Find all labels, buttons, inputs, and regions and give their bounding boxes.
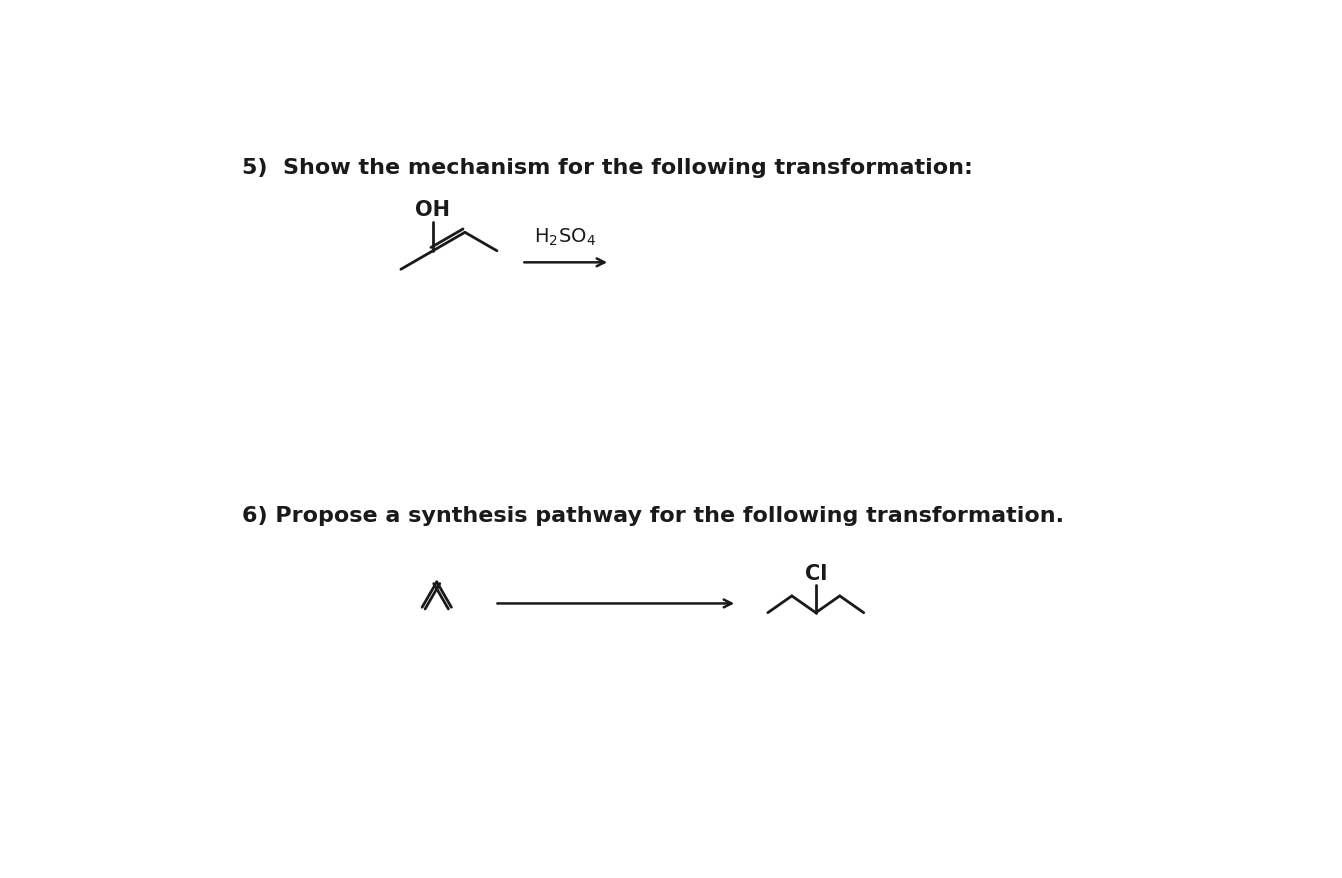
Text: Cl: Cl bbox=[805, 563, 827, 583]
Text: 5)  Show the mechanism for the following transformation:: 5) Show the mechanism for the following … bbox=[242, 158, 973, 177]
Text: OH: OH bbox=[416, 200, 451, 220]
Text: $\mathregular{H_2SO_4}$: $\mathregular{H_2SO_4}$ bbox=[534, 227, 596, 248]
Text: 6) Propose a synthesis pathway for the following transformation.: 6) Propose a synthesis pathway for the f… bbox=[242, 506, 1064, 525]
